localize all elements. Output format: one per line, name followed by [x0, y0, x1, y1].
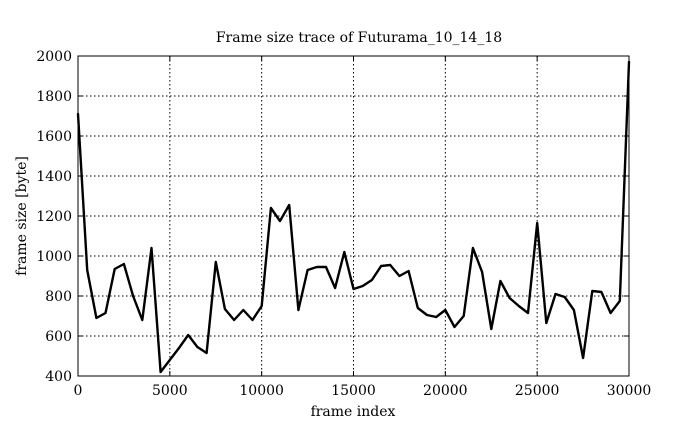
- grid: [78, 56, 629, 376]
- x-tick-label: 0: [74, 383, 83, 399]
- y-tick-label: 1200: [36, 209, 72, 225]
- series-line: [76, 60, 631, 374]
- x-tick-label: 20000: [423, 383, 468, 399]
- x-tick-label: 10000: [239, 383, 284, 399]
- y-tick-label: 800: [45, 289, 72, 305]
- y-tick-label: 1000: [36, 249, 72, 265]
- x-tick-label: 5000: [152, 383, 188, 399]
- axis-ticks: 0 5000 10000 15000 20000 25000 30000 400 600 800 1…: [36, 49, 651, 399]
- series-layer: [76, 60, 631, 374]
- y-tick-label: 600: [45, 329, 72, 345]
- y-tick-label: 2000: [36, 49, 72, 65]
- chart-title: Frame size trace of Futurama_10_14_18: [216, 30, 502, 46]
- x-axis-label: frame index: [311, 404, 396, 420]
- x-tick-label: 15000: [331, 383, 376, 399]
- y-tick-label: 1400: [36, 169, 72, 185]
- x-tick-label: 30000: [607, 383, 652, 399]
- y-tick-label: 1600: [36, 129, 72, 145]
- y-axis-label: frame size [byte]: [14, 156, 30, 276]
- y-tick-label: 400: [45, 369, 72, 385]
- x-tick-label: 25000: [515, 383, 560, 399]
- y-tick-label: 1800: [36, 89, 72, 105]
